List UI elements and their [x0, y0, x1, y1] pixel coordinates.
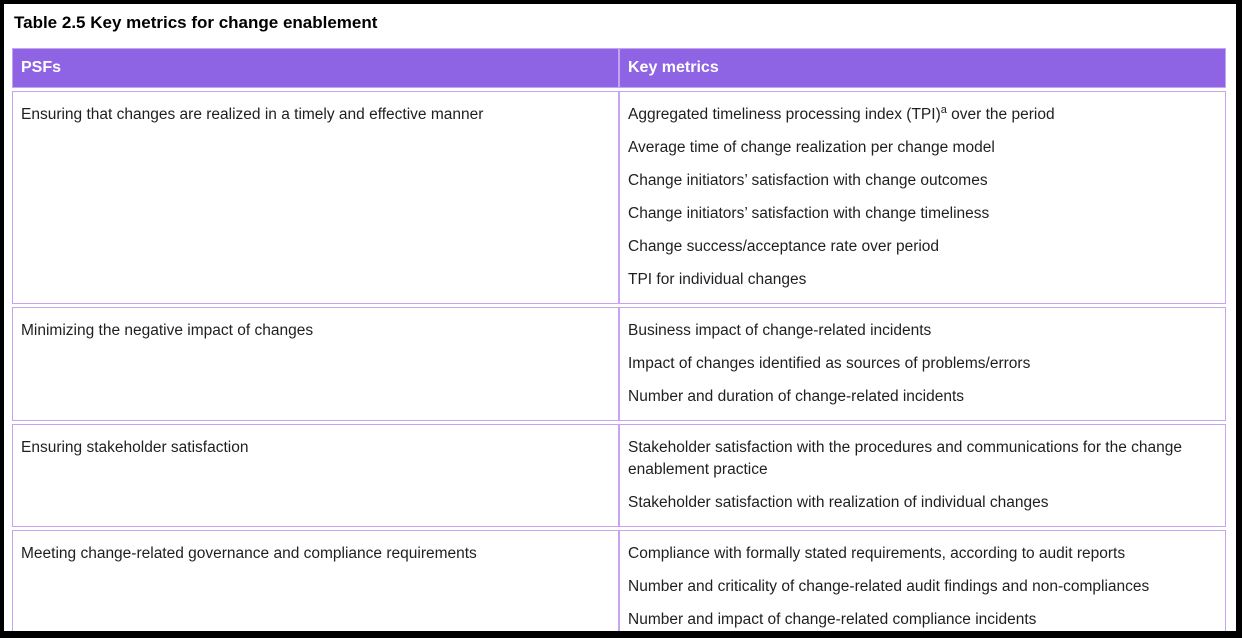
metrics-cell: Stakeholder satisfaction with the proced…	[619, 424, 1226, 527]
psf-text: Ensuring stakeholder satisfaction	[21, 439, 249, 456]
column-header-key-metrics: Key metrics	[619, 48, 1226, 88]
psf-text: Meeting change-related governance and co…	[21, 545, 477, 562]
metric-text: over the period	[946, 106, 1055, 123]
metric-text: Aggregated timeliness processing index (…	[628, 106, 941, 123]
metric-item: Change initiators’ satisfaction with cha…	[628, 172, 988, 189]
table-row: Ensuring that changes are realized in a …	[12, 91, 1226, 304]
table-row: Minimizing the negative impact of change…	[12, 307, 1226, 421]
key-metrics-table: PSFs Key metrics Ensuring that changes a…	[12, 45, 1226, 631]
metric-item: Change success/acceptance rate over peri…	[628, 238, 940, 255]
table-row: Meeting change-related governance and co…	[12, 530, 1226, 631]
metrics-cell: Business impact of change-related incide…	[619, 307, 1226, 421]
psf-cell: Meeting change-related governance and co…	[12, 530, 619, 631]
metric-item: Stakeholder satisfaction with realizatio…	[628, 494, 1049, 511]
metric-item: Change initiators’ satisfaction with cha…	[628, 205, 990, 222]
table-title: Table 2.5 Key metrics for change enablem…	[14, 13, 378, 32]
psf-cell: Ensuring that changes are realized in a …	[12, 91, 619, 304]
psf-text: Minimizing the negative impact of change…	[21, 322, 314, 339]
metric-item: Average time of change realization per c…	[628, 139, 995, 156]
column-header-psfs: PSFs	[12, 48, 619, 88]
table-header-row: PSFs Key metrics	[12, 48, 1226, 88]
psf-cell: Ensuring stakeholder satisfaction	[12, 424, 619, 527]
metric-item: Number and impact of change-related comp…	[628, 611, 1037, 628]
psf-text: Ensuring that changes are realized in a …	[21, 106, 484, 123]
metric-item: Number and criticality of change-related…	[628, 578, 1150, 595]
psf-cell: Minimizing the negative impact of change…	[12, 307, 619, 421]
table-row: Ensuring stakeholder satisfaction Stakeh…	[12, 424, 1226, 527]
metric-item: Stakeholder satisfaction with the proced…	[628, 439, 1183, 478]
metric-item: Business impact of change-related incide…	[628, 322, 932, 339]
footnote-marker: a	[940, 103, 947, 116]
metric-item: Aggregated timeliness processing index (…	[628, 104, 1215, 126]
metric-item: Impact of changes identified as sources …	[628, 355, 1031, 372]
metric-item: Number and duration of change-related in…	[628, 388, 965, 405]
metrics-cell: Compliance with formally stated requirem…	[619, 530, 1226, 631]
metric-item: Compliance with formally stated requirem…	[628, 545, 1126, 562]
metric-item: TPI for individual changes	[628, 271, 807, 288]
metrics-cell: Aggregated timeliness processing index (…	[619, 91, 1226, 304]
